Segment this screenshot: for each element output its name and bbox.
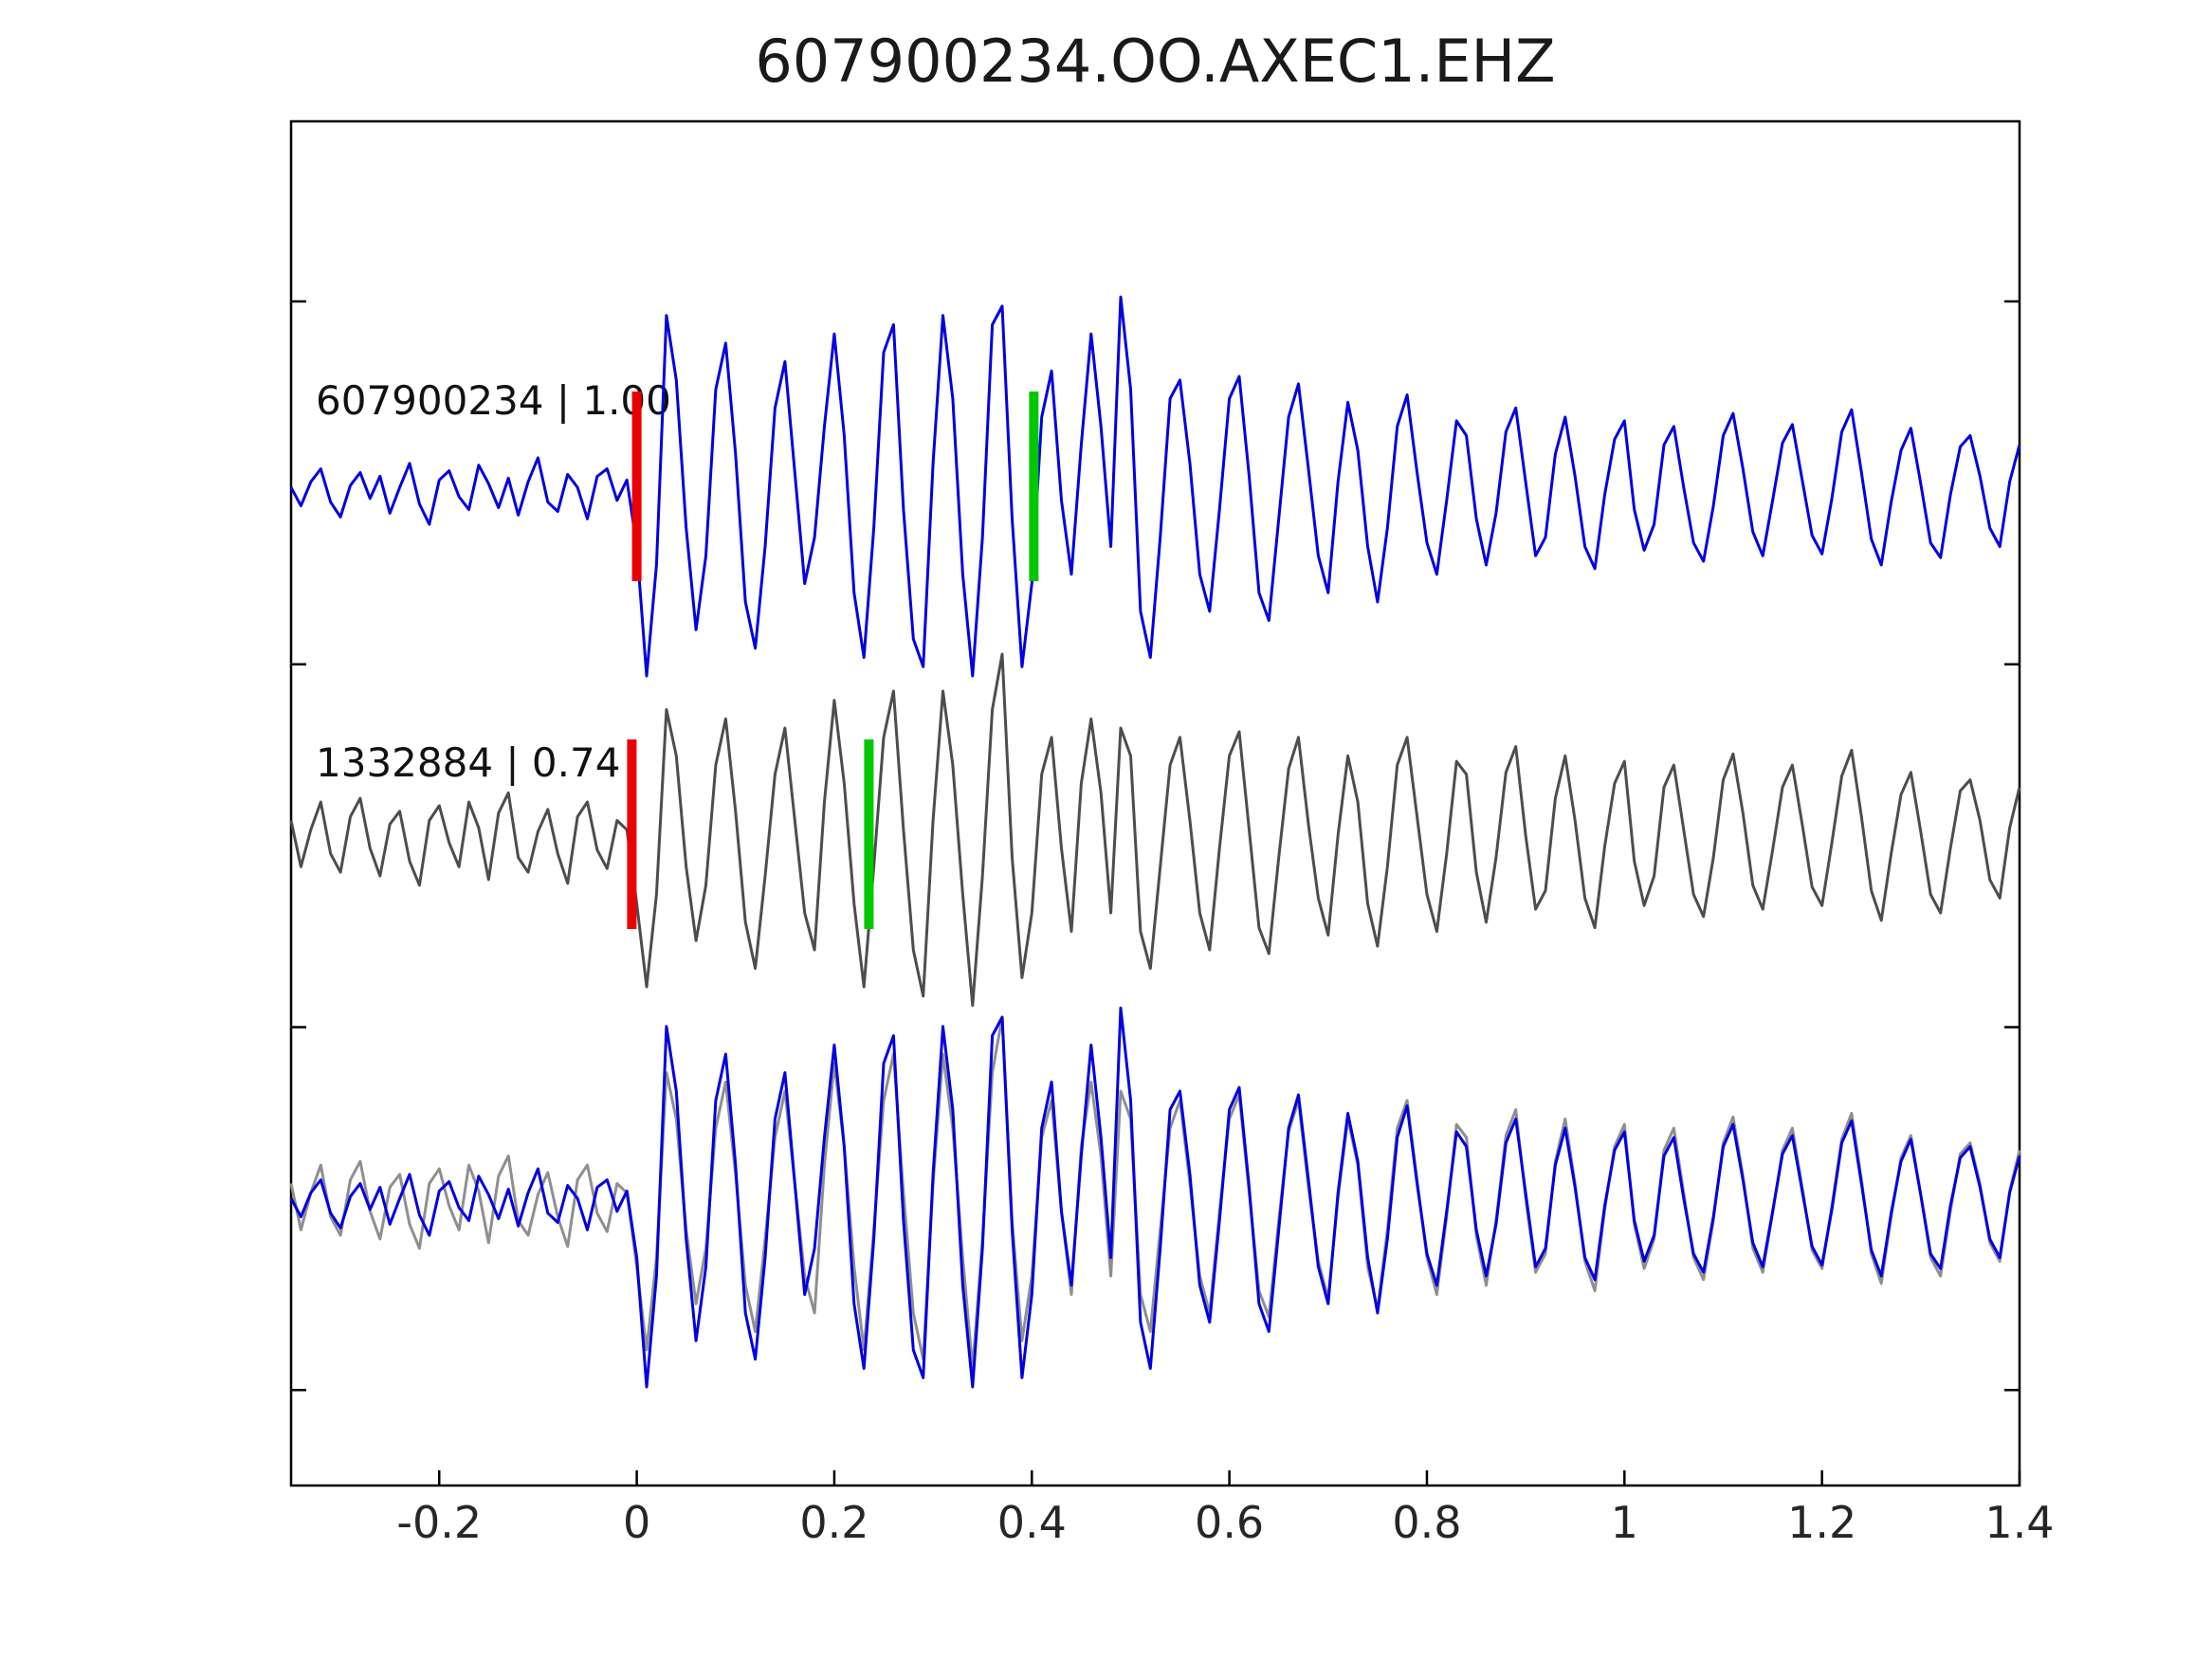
x-tick-label: 1.2 bbox=[1787, 1497, 1856, 1548]
x-tick-label: 0.2 bbox=[799, 1497, 868, 1548]
waveform-candidate bbox=[289, 652, 2021, 1007]
x-tick-label: 0.8 bbox=[1392, 1497, 1461, 1548]
trace-label-template: 607900234 | 1.00 bbox=[316, 377, 671, 424]
trace-label-candidate: 1332884 | 0.74 bbox=[316, 739, 621, 786]
chart-title: 607900234.OO.AXEC1.EHZ bbox=[755, 27, 1556, 96]
x-tick-label: 0.6 bbox=[1195, 1497, 1264, 1548]
x-tick-label: 1 bbox=[1611, 1497, 1638, 1548]
x-tick-label: 0 bbox=[623, 1497, 650, 1548]
waveform-template bbox=[289, 295, 2021, 678]
axes-box bbox=[289, 119, 2021, 1487]
waveform-template bbox=[289, 1006, 2021, 1389]
x-tick-label: -0.2 bbox=[396, 1497, 482, 1548]
x-tick-label: 0.4 bbox=[997, 1497, 1067, 1548]
waveform-candidate bbox=[289, 1015, 2021, 1370]
x-tick-label: 1.4 bbox=[1984, 1497, 2054, 1548]
